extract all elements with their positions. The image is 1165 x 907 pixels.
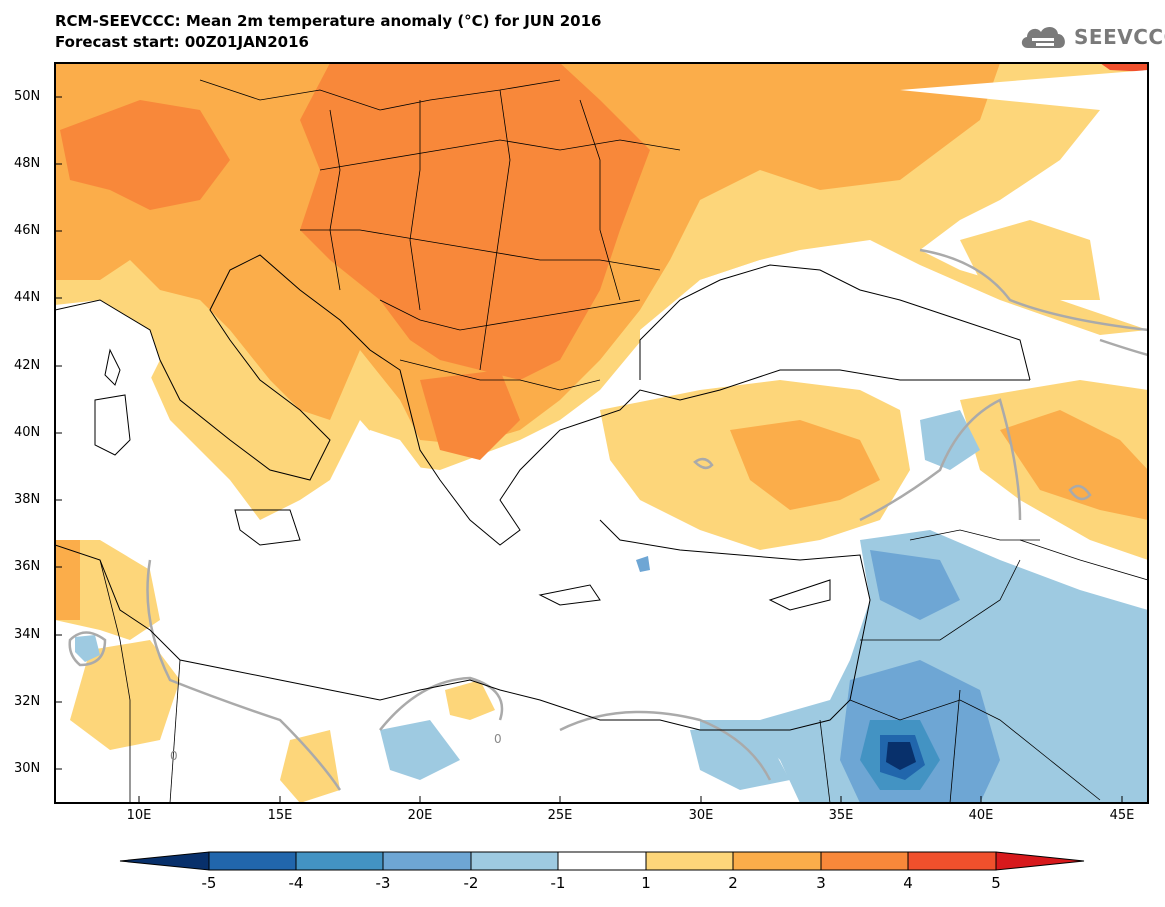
colorbar-label: -4	[288, 874, 304, 892]
lat-label: 50N	[14, 89, 41, 104]
colorbar-swatch	[382, 851, 472, 871]
lat-label: 36N	[14, 559, 41, 574]
lat-label: 32N	[14, 694, 41, 709]
coastlines	[55, 254, 1031, 731]
contour-zero-9	[68, 631, 107, 667]
colorbar-label: -5	[201, 874, 217, 892]
colorbar-label: 4	[903, 874, 913, 892]
anomaly-region-yellow-east	[960, 220, 1100, 300]
logo-text: SEEVCCC	[1074, 25, 1165, 49]
lat-label: 34N	[14, 627, 41, 642]
contour-label: 0	[170, 749, 178, 763]
anomaly-region-orange-anatolia	[730, 420, 880, 510]
colorbar-label: 2	[728, 874, 738, 892]
anomaly-region-darkorange-core	[300, 63, 650, 380]
colorbar-label: -3	[375, 874, 391, 892]
anomaly-region-orange-caucasus	[1000, 410, 1148, 520]
anomaly-region-darkorange-south	[420, 370, 520, 460]
lat-label: 42N	[14, 358, 41, 373]
anomaly-region-yellow-libya	[70, 640, 180, 750]
lon-label: 25E	[547, 808, 573, 823]
lat-label: 40N	[14, 425, 41, 440]
lat-label: 44N	[14, 290, 41, 305]
colorbar-swatch	[645, 851, 734, 871]
colorbar-swatch	[820, 851, 909, 871]
colorbar	[119, 851, 1085, 871]
lon-label: 30E	[688, 808, 714, 823]
lon-label: 35E	[828, 808, 854, 823]
anomaly-fill	[55, 63, 1148, 803]
anomaly-region-yellow-libya-2	[280, 730, 340, 803]
colorbar-swatch	[208, 851, 297, 871]
colorbar-label: 5	[991, 874, 1001, 892]
colorbar-swatch	[557, 851, 647, 871]
anomaly-region-yellow-egypt-coast	[445, 680, 495, 720]
anomaly-region-darkorange-west	[60, 100, 230, 210]
chart-subtitle: Forecast start: 00Z01JAN2016	[55, 33, 309, 51]
lon-label: 20E	[407, 808, 433, 823]
seevccc-logo: SEEVCCC	[1018, 22, 1165, 52]
lat-label: 46N	[14, 223, 41, 238]
lon-label: 45E	[1109, 808, 1135, 823]
anomaly-region-blue-turkey-east	[920, 410, 980, 470]
colorbar-label: -2	[463, 874, 479, 892]
colorbar-swatch	[295, 851, 384, 871]
axis-ticks	[55, 96, 1123, 803]
colorbar-label: -1	[550, 874, 566, 892]
anomaly-region-blue-mid-mideast	[870, 550, 960, 620]
cloud-icon	[1021, 26, 1065, 48]
contour-zero-2	[859, 398, 1022, 522]
contour-zero-1	[379, 676, 504, 731]
country-borders	[99, 79, 1148, 803]
colorbar-label: 3	[816, 874, 826, 892]
anomaly-region-blue-libya	[380, 720, 460, 780]
lat-label: 48N	[14, 156, 41, 171]
contour-zero-6	[1099, 338, 1148, 357]
lon-label: 15E	[267, 808, 293, 823]
contour-zero-8	[693, 457, 714, 470]
anomaly-region-blue-tunisia	[75, 635, 100, 662]
contour-label: 0	[494, 732, 502, 746]
lon-label: 40E	[968, 808, 994, 823]
anomaly-region-red	[1100, 63, 1148, 72]
chart-title: RCM-SEEVCCC: Mean 2m temperature anomaly…	[55, 12, 602, 30]
colorbar-swatch	[907, 851, 997, 871]
colorbar-swatch	[732, 851, 822, 871]
lat-label: 30N	[14, 761, 41, 776]
anomaly-region-blue-egypt	[690, 725, 790, 790]
contour-zero-5	[919, 248, 1148, 332]
contour-zero-7	[1068, 484, 1092, 501]
sea-mediterranean	[55, 300, 880, 740]
lat-label: 38N	[14, 492, 41, 507]
lon-label: 10E	[126, 808, 152, 823]
anomaly-region-blue-rhodes	[636, 556, 650, 572]
colorbar-swatch	[119, 851, 210, 871]
anomaly-region-navy-jordan	[886, 742, 916, 770]
sea-black	[640, 260, 1030, 400]
colorbar-swatch	[995, 851, 1085, 871]
anomaly-region-orange-algeria	[55, 540, 80, 620]
colorbar-swatch	[470, 851, 559, 871]
contour-zero-3	[146, 559, 342, 791]
colorbar-label: 1	[641, 874, 651, 892]
